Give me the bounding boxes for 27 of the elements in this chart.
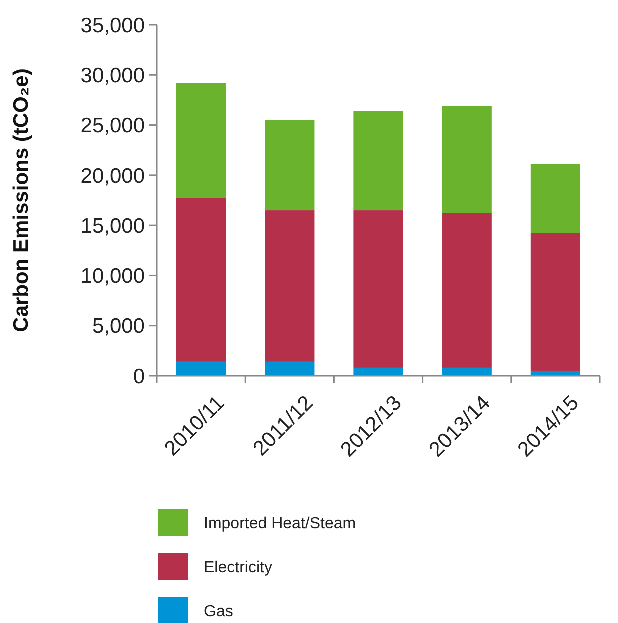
bar bbox=[354, 210, 404, 368]
y-tick-label: 10,000 bbox=[80, 265, 145, 288]
y-tick-label: 35,000 bbox=[80, 14, 145, 38]
y-tick-label: 20,000 bbox=[80, 164, 145, 188]
bar bbox=[442, 213, 492, 368]
y-axis-title: Carbon Emissions (tCO₂e) bbox=[10, 68, 33, 332]
bar bbox=[442, 368, 492, 376]
bar bbox=[265, 210, 315, 362]
y-tick-label: 25,000 bbox=[80, 114, 145, 138]
bar bbox=[265, 120, 315, 211]
y-tick-label: 0 bbox=[133, 365, 145, 388]
y-tick-label: 15,000 bbox=[80, 214, 145, 238]
bar bbox=[354, 111, 404, 211]
legend-label: Imported Heat/Steam bbox=[204, 516, 356, 533]
bar bbox=[530, 233, 581, 371]
y-tick-label: 5,000 bbox=[92, 315, 145, 338]
legend-label: Gas bbox=[204, 604, 234, 621]
legend-label: Electricity bbox=[204, 560, 272, 577]
bar bbox=[176, 362, 226, 376]
y-tick-label: 30,000 bbox=[80, 64, 145, 88]
bar bbox=[442, 106, 492, 214]
bar bbox=[530, 370, 581, 376]
bar bbox=[530, 164, 581, 234]
bar bbox=[354, 368, 404, 376]
bar bbox=[265, 362, 315, 376]
bar bbox=[176, 198, 226, 362]
bar bbox=[176, 83, 226, 198]
